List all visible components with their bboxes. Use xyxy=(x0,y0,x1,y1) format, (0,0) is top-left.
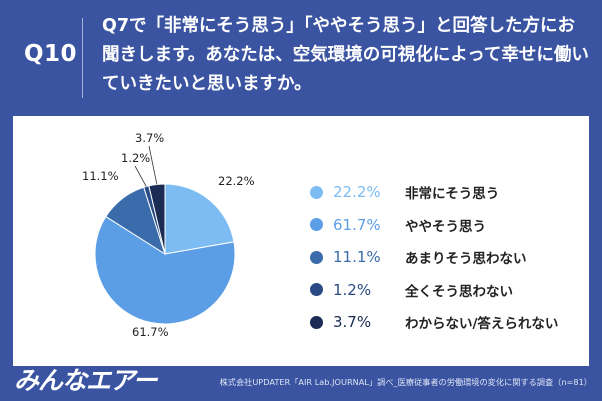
legend-percent: 61.7% xyxy=(333,215,381,234)
chart-legend: 22.2% 非常にそう思う 61.7% ややそう思う 11.1% あまりそう思わない 1.2… xyxy=(310,176,590,339)
slice-data-label: 22.2% xyxy=(218,174,255,188)
pie-slice xyxy=(94,215,236,325)
source-note: 株式会社UPDATER「AIR Lab.JOURNAL」調べ_医療従事者の労働環… xyxy=(219,377,592,387)
brand-logo: みんなエアー xyxy=(14,366,158,395)
header: Q10 Q7で「非常にそう思う」「ややそう思う」と回答した方にお聞きします。あな… xyxy=(0,0,602,116)
slice-data-label: 61.7% xyxy=(132,325,169,339)
legend-percent: 1.2% xyxy=(333,280,372,299)
legend-item: 1.2% 全くそう思わない xyxy=(310,274,590,307)
legend-percent: 11.1% xyxy=(333,248,381,267)
legend-label: 全くそう思わない xyxy=(405,283,513,300)
leader-line xyxy=(134,165,147,187)
question-text: Q7で「非常にそう思う」「ややそう思う」と回答した方にお聞きします。あなたは、空… xyxy=(102,16,589,94)
legend-label: 非常にそう思う xyxy=(405,186,500,203)
question-number: Q10 xyxy=(24,41,78,67)
pie-slice xyxy=(164,183,235,255)
slice-data-label: 1.2% xyxy=(121,151,150,165)
legend-item: 3.7% わからない/答えられない xyxy=(310,306,590,339)
legend-item: 11.1% あまりそう思わない xyxy=(310,241,590,274)
legend-label: わからない/答えられない xyxy=(405,316,559,333)
leader-line xyxy=(148,145,158,185)
slice-data-label: 11.1% xyxy=(82,169,119,183)
header-divider xyxy=(82,18,83,98)
pie-slice xyxy=(148,183,166,255)
legend-percent: 3.7% xyxy=(333,313,372,332)
legend-percent: 22.2% xyxy=(333,183,381,202)
legend-item: 61.7% ややそう思う xyxy=(310,209,590,242)
legend-swatch xyxy=(310,315,323,329)
legend-swatch xyxy=(310,185,323,199)
legend-item: 22.2% 非常にそう思う xyxy=(310,176,590,209)
slice-data-label: 3.7% xyxy=(135,131,164,145)
legend-swatch xyxy=(310,250,323,264)
legend-label: あまりそう思わない xyxy=(405,251,527,268)
legend-swatch xyxy=(310,283,323,297)
legend-label: ややそう思う xyxy=(405,218,486,235)
legend-swatch xyxy=(310,218,323,232)
